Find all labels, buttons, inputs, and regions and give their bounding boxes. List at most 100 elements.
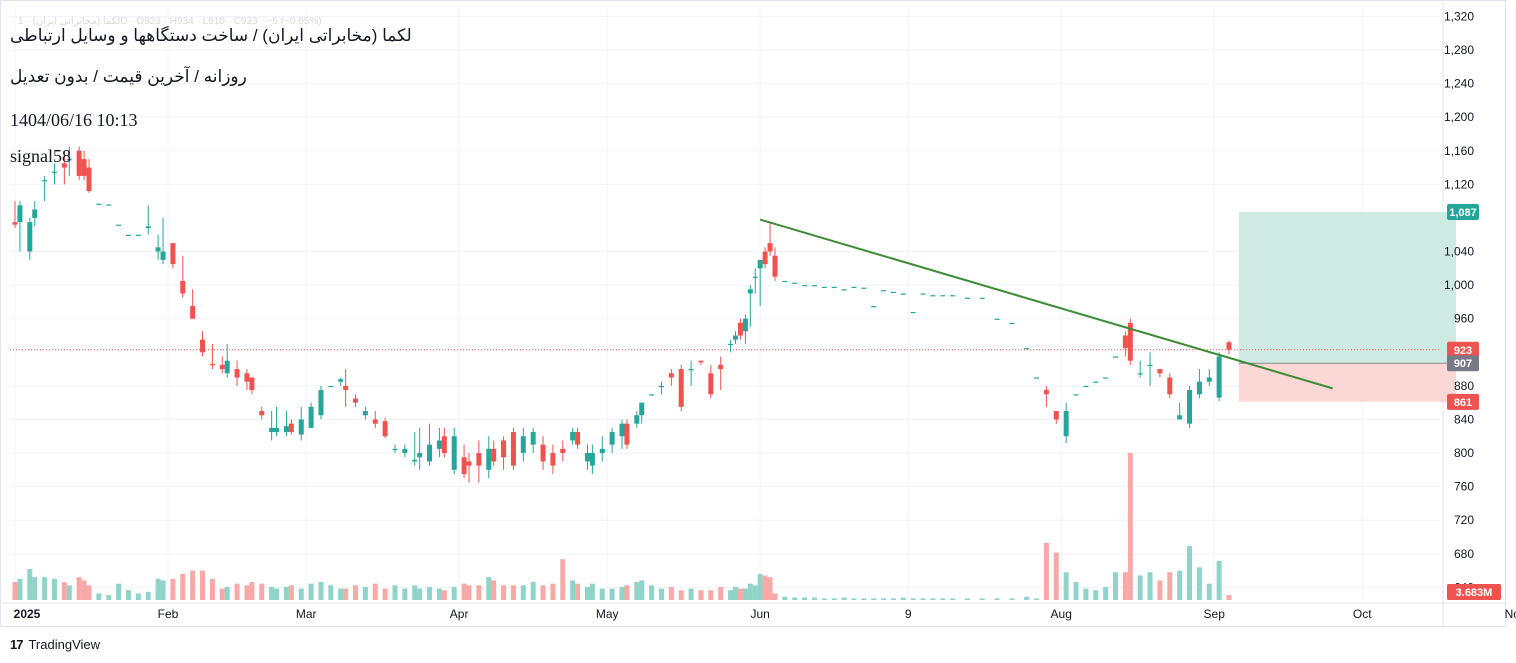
volume-bar [792,597,798,600]
volume-bar [200,570,206,600]
target-zone [1238,212,1457,364]
time-axis: 2025FebMarAprMayJun9AugSepOctNovDec [14,607,1516,621]
volume-bar [560,559,566,600]
candle-body [466,461,472,466]
volume-bar [412,585,418,600]
candle-body [1103,377,1109,379]
volume-bar [737,588,743,600]
candle-body [86,167,92,192]
volume-bars [12,453,1232,600]
target-price-tag: 1,087 [1447,204,1479,221]
candle-body [767,243,773,252]
candle-body [1073,394,1079,396]
candle-body [42,180,48,182]
volume-bar [940,598,946,600]
volume-bar [881,598,887,600]
candle-body [1137,373,1143,375]
volume-bar [81,580,87,600]
volume-bar [964,598,970,600]
candle-body [96,203,102,205]
candle-body [890,291,896,294]
candle-body [851,286,857,288]
time-tick-label: Nov [1505,607,1516,621]
volume-bar [550,583,556,600]
time-tick-label: Oct [1353,607,1372,621]
candle-body [1216,356,1222,398]
stop-zone [1238,363,1457,402]
volume-bar [32,577,38,600]
tradingview-brand[interactable]: 17 TradingView [10,637,100,652]
volume-bar [599,588,605,600]
volume-bar [510,585,516,600]
candle-body [1157,369,1163,374]
candle-body [392,448,398,451]
volume-bar [619,586,625,600]
volume-bar [575,583,581,600]
price-tag-label: 907 [1454,358,1472,370]
volume-bar [61,582,67,600]
candle-body [634,415,640,424]
volume-bar [1216,560,1222,600]
candle-body [910,311,916,314]
candle-body [1034,377,1040,379]
volume-bar [890,598,896,600]
volume-bar [851,598,857,600]
volume-bar [1113,572,1119,600]
volume-bar [767,577,773,600]
volume-bar [145,591,151,600]
volume-bar [649,585,655,600]
candle-body [491,448,497,462]
time-tick-label: Mar [296,607,317,621]
volume-bar [362,586,368,600]
price-tag-bg [1447,393,1479,410]
volume-bar [308,583,314,600]
candle-body [180,280,186,294]
volume-bar [678,590,684,600]
candle-body [930,295,936,297]
candle-body [160,251,166,260]
candle-body [249,377,255,391]
volume-bar [658,588,664,600]
volume-tag: 3.683M [1447,584,1501,600]
volume-bar [811,597,817,600]
candle-body [234,369,240,378]
candle-body [288,423,294,433]
volume-bar [234,583,240,600]
volume-bar [51,578,57,600]
candle-body [126,234,132,236]
volume-bar [86,585,92,600]
volume-bar [1177,570,1183,600]
candle-body [476,453,482,466]
volume-bar [1147,572,1153,600]
candle-body [920,293,926,295]
candle-body [540,444,546,462]
candle-body [772,255,778,277]
volume-bar [584,586,590,600]
volume-bar [841,597,847,600]
volume-bar [283,586,289,600]
volume-bar [821,598,827,600]
candle-body [570,432,576,441]
volume-bar [486,577,492,600]
candle-body [599,448,605,454]
price-axis: 1,320 1,280 1,240 1,200 1,160 1,120 1,040 1,000… [1444,9,1474,594]
candle-body [733,335,739,340]
candle-body [1083,385,1089,388]
candle-body [1024,348,1030,350]
price-tag-label: 861 [1454,397,1472,409]
candle-body [66,159,72,161]
price-tag-bg [1447,341,1479,358]
volume-bar [180,573,186,600]
volume-bar [831,598,837,600]
candle-body [135,234,141,236]
volume-bar [1206,583,1212,600]
volume-bar [570,580,576,600]
volume-bar [126,590,132,600]
volume-bar [288,585,294,600]
price-tick-label: 800 [1454,446,1474,460]
price-tag-label: 923 [1454,345,1472,357]
candle-body [461,457,467,475]
price-tick-label: 1,280 [1444,43,1474,57]
volume-bar [249,582,255,600]
